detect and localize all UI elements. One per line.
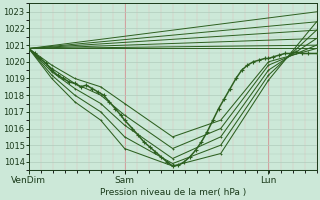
- X-axis label: Pression niveau de la mer( hPa ): Pression niveau de la mer( hPa ): [100, 188, 246, 197]
